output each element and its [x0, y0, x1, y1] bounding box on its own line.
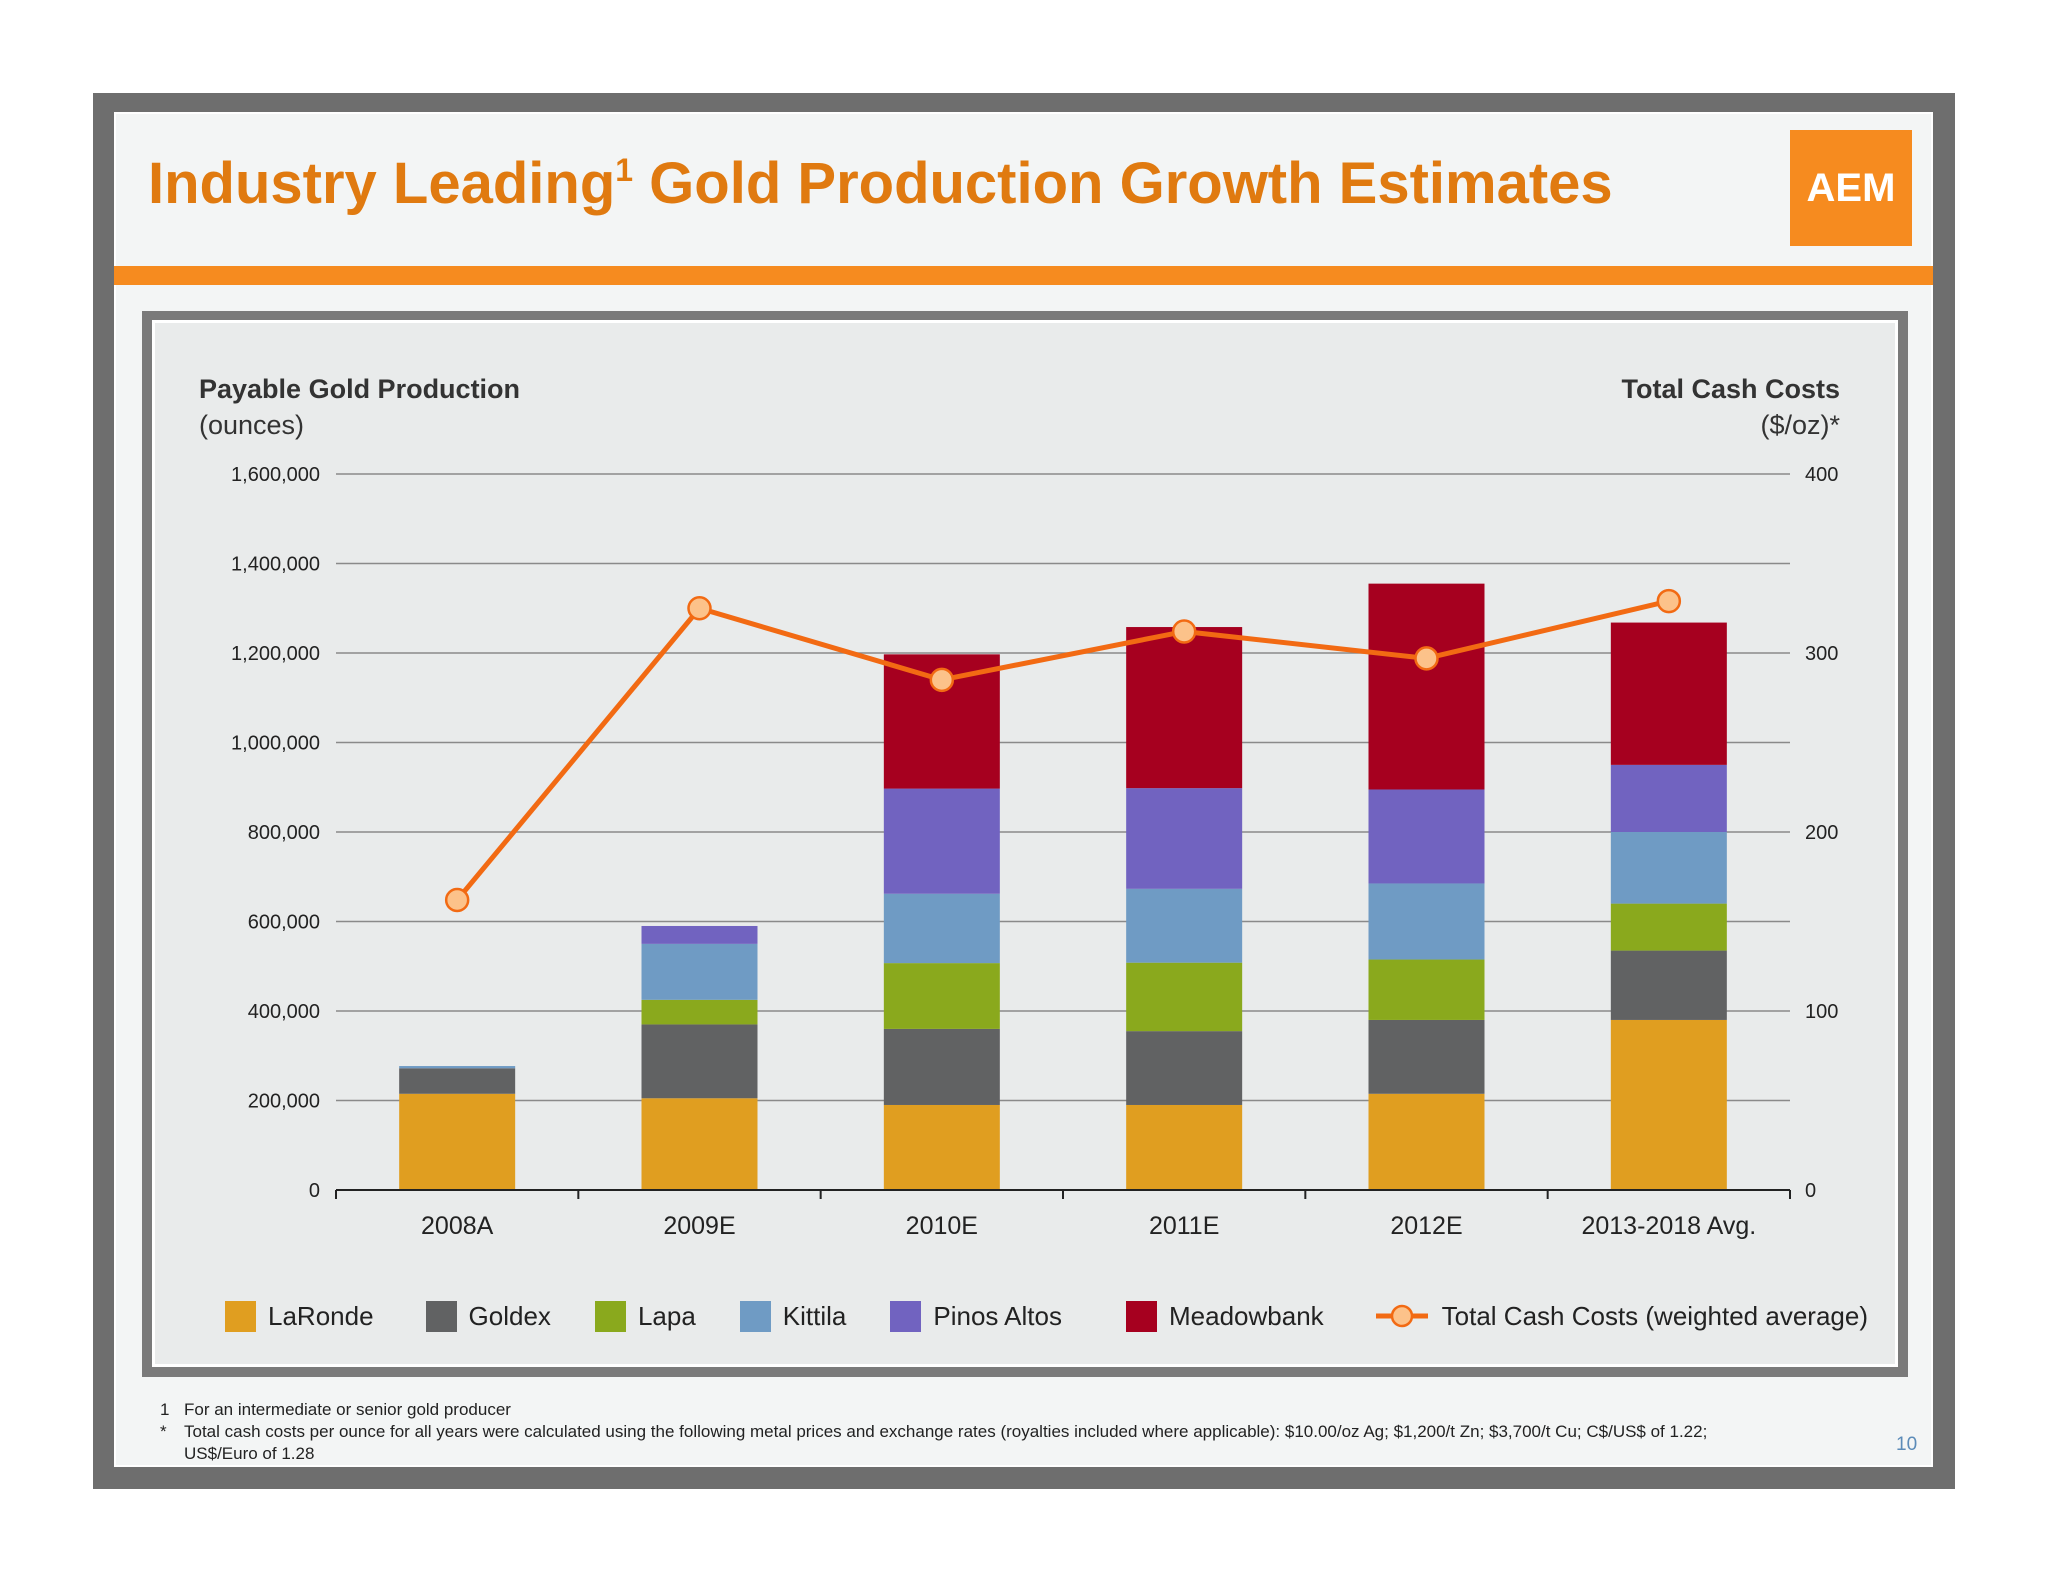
legend-label: Kittila	[782, 1300, 847, 1331]
bar-pinos-altos	[883, 788, 1000, 894]
left-tick-label: 0	[309, 1180, 320, 1202]
right-tick-label: 100	[1805, 1001, 1838, 1023]
bar-goldex	[641, 1024, 758, 1099]
bar-goldex	[883, 1028, 1000, 1105]
legend-item: Meadowbank	[1126, 1300, 1324, 1332]
left-tick-label: 400,000	[248, 1001, 320, 1023]
bar-laronde	[1126, 1104, 1243, 1190]
left-tick-label: 600,000	[248, 912, 320, 934]
aem-logo: AEM	[1790, 130, 1912, 246]
cash-cost-point	[1656, 588, 1682, 614]
cash-cost-line	[455, 598, 1670, 902]
cash-cost-point	[1171, 619, 1197, 644]
bar-meadowbank	[1610, 622, 1727, 765]
bar-kittila	[1368, 883, 1485, 960]
left-tick-label: 1,000,000	[231, 733, 320, 755]
bar-laronde	[883, 1104, 1000, 1190]
category-label: 2009E	[663, 1212, 735, 1240]
bar-pinos-altos	[1610, 764, 1727, 832]
bar-kittila	[1126, 888, 1243, 963]
bar-kittila	[641, 943, 758, 1000]
category-label: 2010E	[906, 1212, 978, 1240]
right-axis-title: Total Cash Costs	[1621, 374, 1840, 404]
bar-lapa	[641, 999, 758, 1025]
legend-label: Goldex	[468, 1300, 551, 1331]
legend-swatch	[594, 1300, 626, 1332]
title-divider	[114, 266, 1933, 285]
bar-laronde	[399, 1093, 516, 1190]
cash-cost-point	[444, 887, 470, 913]
bar-pinos-altos	[1126, 788, 1243, 889]
slide-title: Industry Leading1 Gold Production Growth…	[148, 151, 1613, 216]
legend-swatch	[1126, 1300, 1157, 1332]
right-tick-label: 400	[1805, 464, 1838, 486]
bar-pinos-altos	[641, 925, 758, 944]
bar-goldex	[1126, 1031, 1243, 1105]
right-tick-label: 200	[1805, 822, 1838, 844]
legend-label: Total Cash Costs (weighted average)	[1441, 1300, 1868, 1331]
legend-line-marker	[1375, 1304, 1428, 1328]
bar-laronde	[1610, 1019, 1727, 1190]
right-tick-label: 300	[1805, 643, 1838, 665]
footnote-3: US$/Euro of 1.28	[184, 1444, 315, 1463]
bar-goldex	[399, 1068, 516, 1094]
bar-laronde	[641, 1098, 758, 1190]
right-tick-label: 0	[1805, 1180, 1816, 1202]
legend-label: Meadowbank	[1169, 1300, 1324, 1331]
bar-meadowbank	[1368, 583, 1485, 790]
left-axis-unit: (ounces)	[199, 410, 305, 440]
legend-swatch	[890, 1300, 922, 1332]
chart-legend: LaRonde Goldex Lapa Kittila Pinos Altos Meado…	[225, 1296, 1868, 1336]
legend-label: LaRonde	[268, 1300, 374, 1331]
legend-item: Pinos Altos	[890, 1300, 1062, 1332]
left-tick-label: 1,400,000	[231, 554, 320, 576]
legend-label: Pinos Altos	[933, 1300, 1062, 1331]
cash-cost-point	[929, 667, 955, 693]
bar-lapa	[1126, 962, 1243, 1032]
bar-pinos-altos	[1368, 789, 1485, 884]
bar-lapa	[1610, 903, 1727, 951]
legend-item: Lapa	[594, 1300, 696, 1332]
bar-goldex	[1368, 1019, 1485, 1094]
legend-swatch	[425, 1300, 457, 1332]
legend-item: Goldex	[425, 1300, 551, 1332]
title-footnote-mark: 1	[615, 152, 634, 188]
legend-swatch	[739, 1300, 771, 1332]
left-axis-title: Payable Gold Production	[199, 374, 521, 404]
bar-goldex	[1610, 950, 1727, 1020]
chart-panel	[152, 320, 1898, 1367]
bar-kittila	[1610, 832, 1727, 904]
category-label: 2011E	[1149, 1212, 1219, 1240]
bar-kittila	[399, 1066, 516, 1069]
legend-label: Lapa	[637, 1300, 696, 1331]
bar-lapa	[1368, 959, 1485, 1020]
footnote-1: 1 For an intermediate or senior gold prod…	[160, 1400, 511, 1419]
legend-item: Total Cash Costs (weighted average)	[1375, 1300, 1868, 1332]
legend-swatch	[225, 1300, 256, 1332]
bar-laronde	[1368, 1093, 1485, 1190]
left-tick-label: 1,600,000	[231, 464, 320, 486]
left-tick-label: 1,200,000	[231, 643, 320, 665]
left-tick-label: 800,000	[248, 822, 320, 844]
page-number: 10	[1896, 1434, 1918, 1455]
category-label: 2008A	[421, 1212, 494, 1240]
bar-meadowbank	[1126, 627, 1243, 789]
left-tick-label: 200,000	[248, 1091, 320, 1113]
legend-item: LaRonde	[225, 1300, 374, 1332]
category-label: 2013-2018 Avg.	[1581, 1212, 1756, 1240]
bar-kittila	[883, 893, 1000, 964]
footnote-2: * Total cash costs per ounce for all year…	[160, 1422, 1708, 1441]
cash-cost-point	[687, 596, 712, 621]
right-axis-unit: ($/oz)*	[1760, 410, 1840, 440]
cash-cost-point	[1414, 646, 1439, 671]
legend-item: Kittila	[739, 1300, 847, 1332]
category-label: 2012E	[1390, 1212, 1462, 1240]
bar-lapa	[883, 963, 1000, 1029]
